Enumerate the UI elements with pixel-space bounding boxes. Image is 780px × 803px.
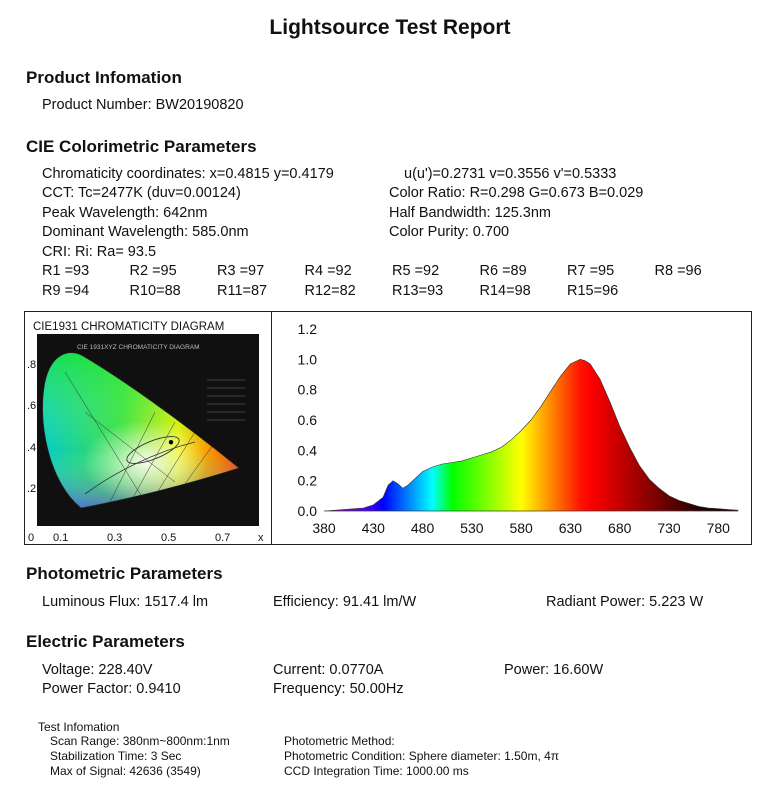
uv-coords: u(u')=0.2731 v=0.3556 v'=0.5333 [404, 166, 617, 182]
cri-r5: R5 =92 [392, 263, 440, 279]
cri-r7: R7 =95 [567, 263, 615, 279]
cie-y-tick: .8 [27, 359, 36, 371]
max-signal: Max of Signal: 42636 (3549) [50, 764, 201, 778]
scan-range: Scan Range: 380nm~800nm:1nm [50, 734, 230, 748]
cri-r1: R1 =93 [42, 263, 90, 279]
photometric-heading: Photometric Parameters [26, 564, 223, 583]
power: Power: 16.60W [504, 662, 604, 678]
photometric-condition: Photometric Condition: Sphere diameter: … [284, 749, 560, 763]
spectrum-y-tick: 0.6 [298, 412, 318, 428]
spectrum-x-tick: 680 [608, 520, 632, 536]
dominant-wavelength: Dominant Wavelength: 585.0nm [42, 224, 249, 240]
cie-x-ticks: 0 0.1 0.3 0.5 0.7 x [28, 532, 264, 544]
spectrum-svg: 0.0 0.2 0.4 0.6 0.8 1.0 1.2 380 430 480 530 580 630… [298, 321, 739, 536]
cri-r15: R15=96 [567, 283, 619, 299]
spectrum-x-tick: 580 [509, 520, 533, 536]
spectrum-curve [323, 358, 739, 512]
voltage: Voltage: 228.40V [42, 662, 153, 678]
spectrum-x-tick: 780 [707, 520, 731, 536]
cie-diagram: CIE1931 CHROMATICITY DIAGRAM CIE 1931XYZ… [25, 312, 272, 544]
spectrum-x-tick: 730 [657, 520, 681, 536]
stabilization-time: Stabilization Time: 3 Sec [50, 749, 182, 763]
cie-side-labels [207, 379, 245, 421]
cie-inner-title: CIE 1931XYZ CHROMATICITY DIAGRAM [77, 344, 200, 351]
cie-point-marker [168, 440, 174, 445]
cri-line: CRI: Ri: Ra= 93.5 [42, 244, 157, 260]
cri-r6: R6 =89 [479, 263, 527, 279]
cie-x-tick: 0.1 [53, 532, 68, 544]
cri-r9: R9 =94 [42, 283, 90, 299]
cie-y-tick: .2 [27, 483, 36, 495]
cie-x-tick: 0 [28, 532, 34, 544]
cri-r3: R3 =97 [217, 263, 265, 279]
half-bandwidth: Half Bandwidth: 125.3nm [389, 205, 552, 221]
spectrum-y-ticks: 0.0 0.2 0.4 0.6 0.8 1.0 1.2 [298, 321, 318, 519]
spectrum-x-tick: 480 [411, 520, 435, 536]
cri-r2: R2 =95 [129, 263, 177, 279]
cri-r13: R13=93 [392, 283, 444, 299]
cie-x-tick: 0.7 [215, 532, 230, 544]
current: Current: 0.0770A [273, 662, 384, 678]
cct-value: CCT: Tc=2477K (duv=0.00124) [42, 185, 241, 201]
cie-spectral-locus [42, 352, 240, 509]
cie-y-ticks: .8 .6 .4 .2 [27, 359, 36, 495]
frequency: Frequency: 50.00Hz [273, 681, 404, 697]
cri-r10: R10=88 [129, 283, 181, 299]
product-number: Product Number: BW20190820 [42, 97, 244, 113]
product-number-label: Product Number: [42, 97, 152, 113]
spectrum-y-tick: 0.8 [298, 382, 318, 398]
cie-diagram-svg: CIE1931 CHROMATICITY DIAGRAM CIE 1931XYZ… [27, 321, 264, 544]
spectrum-x-tick: 380 [312, 520, 336, 536]
cie-x-tick: 0.3 [107, 532, 122, 544]
cie-x-axis-label: x [258, 532, 264, 544]
color-purity: Color Purity: 0.700 [389, 224, 510, 240]
spectrum-x-tick: 530 [460, 520, 484, 536]
test-info-heading: Test Infomation [38, 720, 120, 734]
spectrum-y-tick: 1.2 [298, 321, 318, 337]
report-title: Lightsource Test Report [269, 16, 511, 39]
spectrum-x-tick: 630 [559, 520, 583, 536]
radiant-power: Radiant Power: 5.223 W [546, 594, 704, 610]
spectrum-chart: 0.0 0.2 0.4 0.6 0.8 1.0 1.2 380 430 480 530 580 630… [272, 312, 751, 544]
power-factor: Power Factor: 0.9410 [42, 681, 181, 697]
cri-r14: R14=98 [479, 283, 531, 299]
spectrum-x-tick: 430 [362, 520, 386, 536]
cie-y-tick: .6 [27, 400, 36, 412]
cie-title: CIE1931 CHROMATICITY DIAGRAM [33, 321, 224, 333]
color-ratio: Color Ratio: R=0.298 G=0.673 B=0.029 [389, 185, 644, 201]
spectrum-area [323, 358, 739, 512]
efficiency: Efficiency: 91.41 lm/W [273, 594, 417, 610]
electric-heading: Electric Parameters [26, 632, 185, 651]
cri-r4: R4 =92 [304, 263, 352, 279]
luminous-flux: Luminous Flux: 1517.4 lm [42, 594, 209, 610]
cri-r11: R11=87 [217, 283, 268, 299]
peak-wavelength: Peak Wavelength: 642nm [42, 205, 208, 221]
cri-r8: R8 =96 [654, 263, 702, 279]
chart-box: CIE1931 CHROMATICITY DIAGRAM CIE 1931XYZ… [24, 311, 752, 545]
cri-r12: R12=82 [304, 283, 356, 299]
ccd-integration-time: CCD Integration Time: 1000.00 ms [284, 764, 469, 778]
spectrum-y-tick: 0.0 [298, 503, 318, 519]
spectrum-y-tick: 0.2 [298, 473, 318, 489]
chromaticity-coords: Chromaticity coordinates: x=0.4815 y=0.4… [42, 166, 334, 182]
cie-y-tick: .4 [27, 442, 36, 454]
cie-point [168, 440, 174, 445]
cie-heading: CIE Colorimetric Parameters [26, 137, 257, 156]
spectrum-y-tick: 0.4 [298, 442, 318, 458]
cie-x-tick: 0.5 [161, 532, 176, 544]
spectrum-y-tick: 1.0 [298, 351, 318, 367]
photometric-method: Photometric Method: [284, 734, 395, 748]
product-number-value: BW20190820 [155, 97, 244, 113]
product-heading: Product Infomation [26, 68, 182, 87]
spectrum-x-ticks: 380 430 480 530 580 630 680 730 780 [312, 520, 730, 536]
